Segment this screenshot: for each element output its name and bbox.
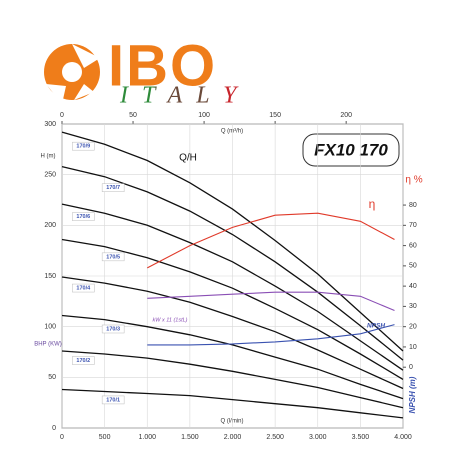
y2-tick-label: 60 — [409, 242, 417, 249]
curve-label-box — [101, 183, 125, 192]
logo-country: ITALY — [119, 83, 250, 109]
curve-label-box — [101, 395, 125, 405]
y-tick-label: 300 — [44, 121, 56, 128]
curve — [61, 203, 404, 371]
y2-label: η % — [405, 175, 422, 186]
y2-tick-label: 20 — [409, 324, 417, 331]
y-tick-label: 50 — [48, 374, 56, 381]
series-label: kW x 11 (1stL) — [152, 317, 187, 323]
y2-tick-label: 50 — [409, 263, 417, 270]
y2-tick-label: 80 — [409, 202, 417, 209]
x-tick-label: 2.500 — [266, 434, 284, 441]
x-tick-label: 500 — [99, 434, 111, 441]
series-label: η — [369, 197, 376, 211]
logo-brand: IBO — [108, 33, 217, 98]
curve — [61, 165, 404, 361]
y2-tick-label: 40 — [409, 283, 417, 290]
x2-label: Q (m³/h) — [221, 129, 243, 135]
curve — [61, 350, 404, 409]
x-tick-label: 1.000 — [138, 434, 156, 441]
curve-label: 170/9 — [76, 144, 90, 150]
curve-label-box — [72, 141, 95, 151]
curve — [61, 276, 404, 390]
x-label: Q (l/min) — [221, 419, 244, 425]
curve-label: 170/3 — [106, 326, 120, 332]
curve-label-box — [101, 324, 125, 334]
y-tick-label: 200 — [44, 222, 56, 229]
curve-label: 170/1 — [106, 397, 120, 403]
logo-emblem — [44, 44, 100, 104]
curve — [61, 238, 404, 380]
chart-title: FX10 170 — [314, 140, 388, 159]
title-box — [302, 133, 400, 167]
curve — [147, 212, 395, 269]
curve-label: 170/5 — [106, 254, 120, 260]
series-label: NPSH — [367, 323, 385, 330]
x-tick-label: 2.000 — [224, 434, 242, 441]
y-tick-label: 250 — [44, 172, 56, 179]
x-tick-label: 0 — [60, 434, 64, 441]
x2-tick-label: 100 — [198, 112, 210, 119]
x2-tick-label: 50 — [129, 112, 137, 119]
curve — [61, 314, 404, 400]
curve — [147, 291, 395, 312]
curve-label: 170/6 — [76, 214, 90, 220]
curve-label-box — [72, 356, 95, 365]
subtitle: Q/H — [179, 153, 197, 164]
x2-tick-label: 0 — [60, 112, 64, 119]
curve — [61, 131, 404, 352]
curve — [147, 324, 395, 346]
x-tick-label: 4.000 — [394, 434, 412, 441]
curve-label: 170/7 — [106, 185, 120, 191]
y2-tick-label: 10 — [409, 344, 417, 351]
curve-label-box — [72, 283, 95, 293]
npsh-label: NPSH (m) — [408, 376, 417, 413]
x-tick-label: 1.500 — [181, 434, 199, 441]
y2-tick-label: 30 — [409, 303, 417, 310]
y-tick-label: 0 — [52, 425, 56, 432]
curve-label: 170/2 — [76, 358, 90, 364]
curve-label: 170/4 — [76, 286, 91, 292]
curve-label-box — [101, 252, 125, 262]
curve — [61, 388, 404, 419]
y-tick-label: 100 — [44, 324, 56, 331]
bhp-label: BHP (KW) — [34, 342, 62, 348]
x2-tick-label: 200 — [340, 112, 352, 119]
y2-tick-label: 70 — [409, 222, 417, 229]
x2-tick-label: 150 — [269, 112, 281, 119]
x-tick-label: 3.000 — [309, 434, 327, 441]
y-label: H (m) — [41, 154, 56, 160]
y2-tick-label: 0 — [409, 364, 413, 371]
x-tick-label: 3.500 — [352, 434, 370, 441]
y-tick-label: 150 — [44, 273, 56, 280]
curve-label-box — [72, 212, 95, 221]
